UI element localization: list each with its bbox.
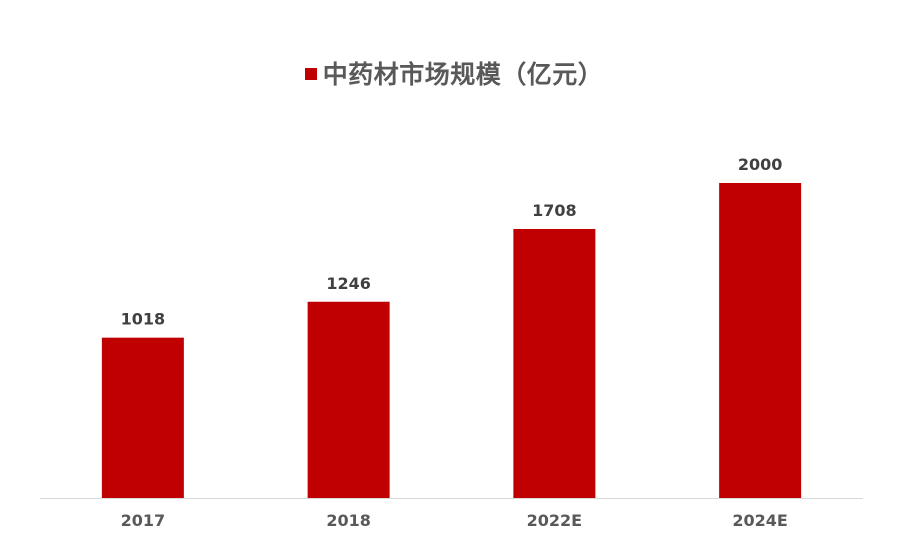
legend-swatch (304, 68, 317, 80)
data-label-2024E: 2000 (738, 155, 783, 174)
data-labels-layer: 1018 1246 1708 2000 (121, 155, 783, 329)
x-tick-label-2024E: 2024E (732, 511, 787, 530)
bar-2022E (513, 228, 596, 499)
bar-2017 (101, 337, 184, 498)
chart-legend: 中药材市场规模（亿元） (0, 55, 908, 91)
x-tick-labels-layer: 2017 2018 2022E 2024E (121, 511, 788, 530)
x-tick-label-2022E: 2022E (527, 511, 582, 530)
data-label-2017: 1018 (121, 310, 166, 329)
x-tick-label-2018: 2018 (326, 511, 371, 530)
bar-2024E (719, 183, 802, 498)
x-tick-label-2017: 2017 (121, 511, 166, 530)
legend-label: 中药材市场规模（亿元） (322, 60, 604, 89)
bars-layer (101, 183, 802, 499)
bar-2018 (307, 301, 390, 498)
data-label-2022E: 1708 (532, 201, 577, 220)
data-label-2018: 1246 (326, 274, 371, 293)
